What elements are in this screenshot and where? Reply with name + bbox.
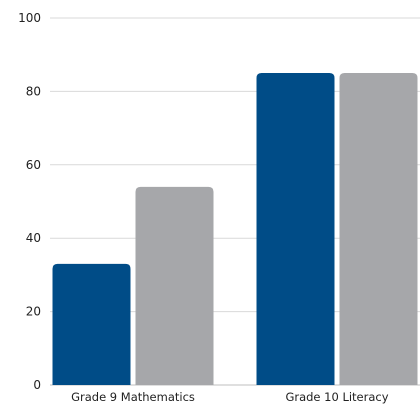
y-tick-label-20: 20: [26, 305, 41, 319]
y-axis-ticks: 0 20 40 60 80 100: [18, 11, 41, 392]
bar-1-series-2: [135, 186, 214, 385]
y-tick-label-0: 0: [33, 378, 41, 392]
bar-1-series-1: [52, 263, 131, 385]
bar-2-series-2: [339, 73, 418, 386]
y-tick-label-80: 80: [26, 84, 41, 98]
y-tick-label-40: 40: [26, 231, 41, 245]
x-axis-labels: Grade 9 Mathematics Grade 10 Literacy: [71, 390, 389, 404]
y-tick-label-60: 60: [26, 158, 41, 172]
bars: [52, 73, 418, 386]
y-tick-label-100: 100: [18, 11, 41, 25]
x-category-label-2: Grade 10 Literacy: [285, 390, 388, 404]
bar-2-series-1: [256, 73, 335, 386]
x-category-label-1: Grade 9 Mathematics: [71, 390, 195, 404]
